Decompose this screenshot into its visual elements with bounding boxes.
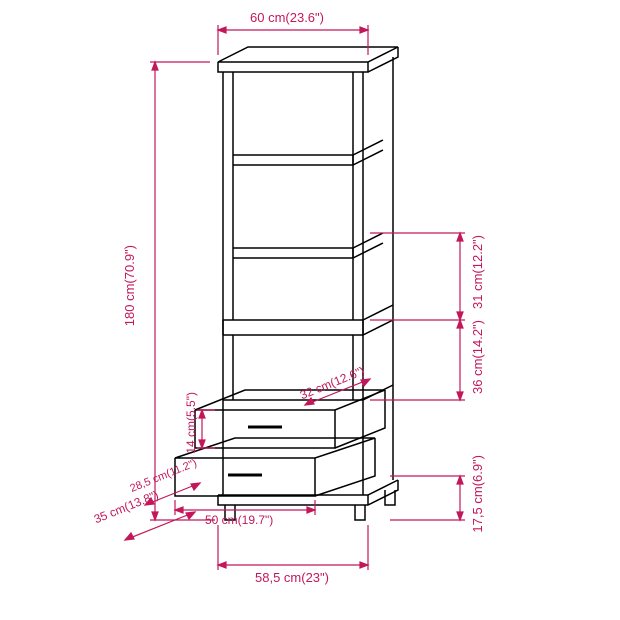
dim-drawer-height: 14 cm(5.5") <box>184 392 198 454</box>
dim-right-upper: 31 cm(12.2") <box>470 235 485 309</box>
dim-bottom-width: 58,5 cm(23") <box>255 570 329 585</box>
dim-right-lower: 17,5 cm(6.9") <box>470 455 485 533</box>
dim-right-middle: 36 cm(14.2") <box>470 320 485 394</box>
furniture-dimension-diagram <box>0 0 620 620</box>
dim-top-width: 60 cm(23.6") <box>250 10 324 25</box>
dim-left-height: 180 cm(70.9") <box>122 245 137 326</box>
dim-drawer-width: 50 cm(19.7") <box>205 513 273 527</box>
